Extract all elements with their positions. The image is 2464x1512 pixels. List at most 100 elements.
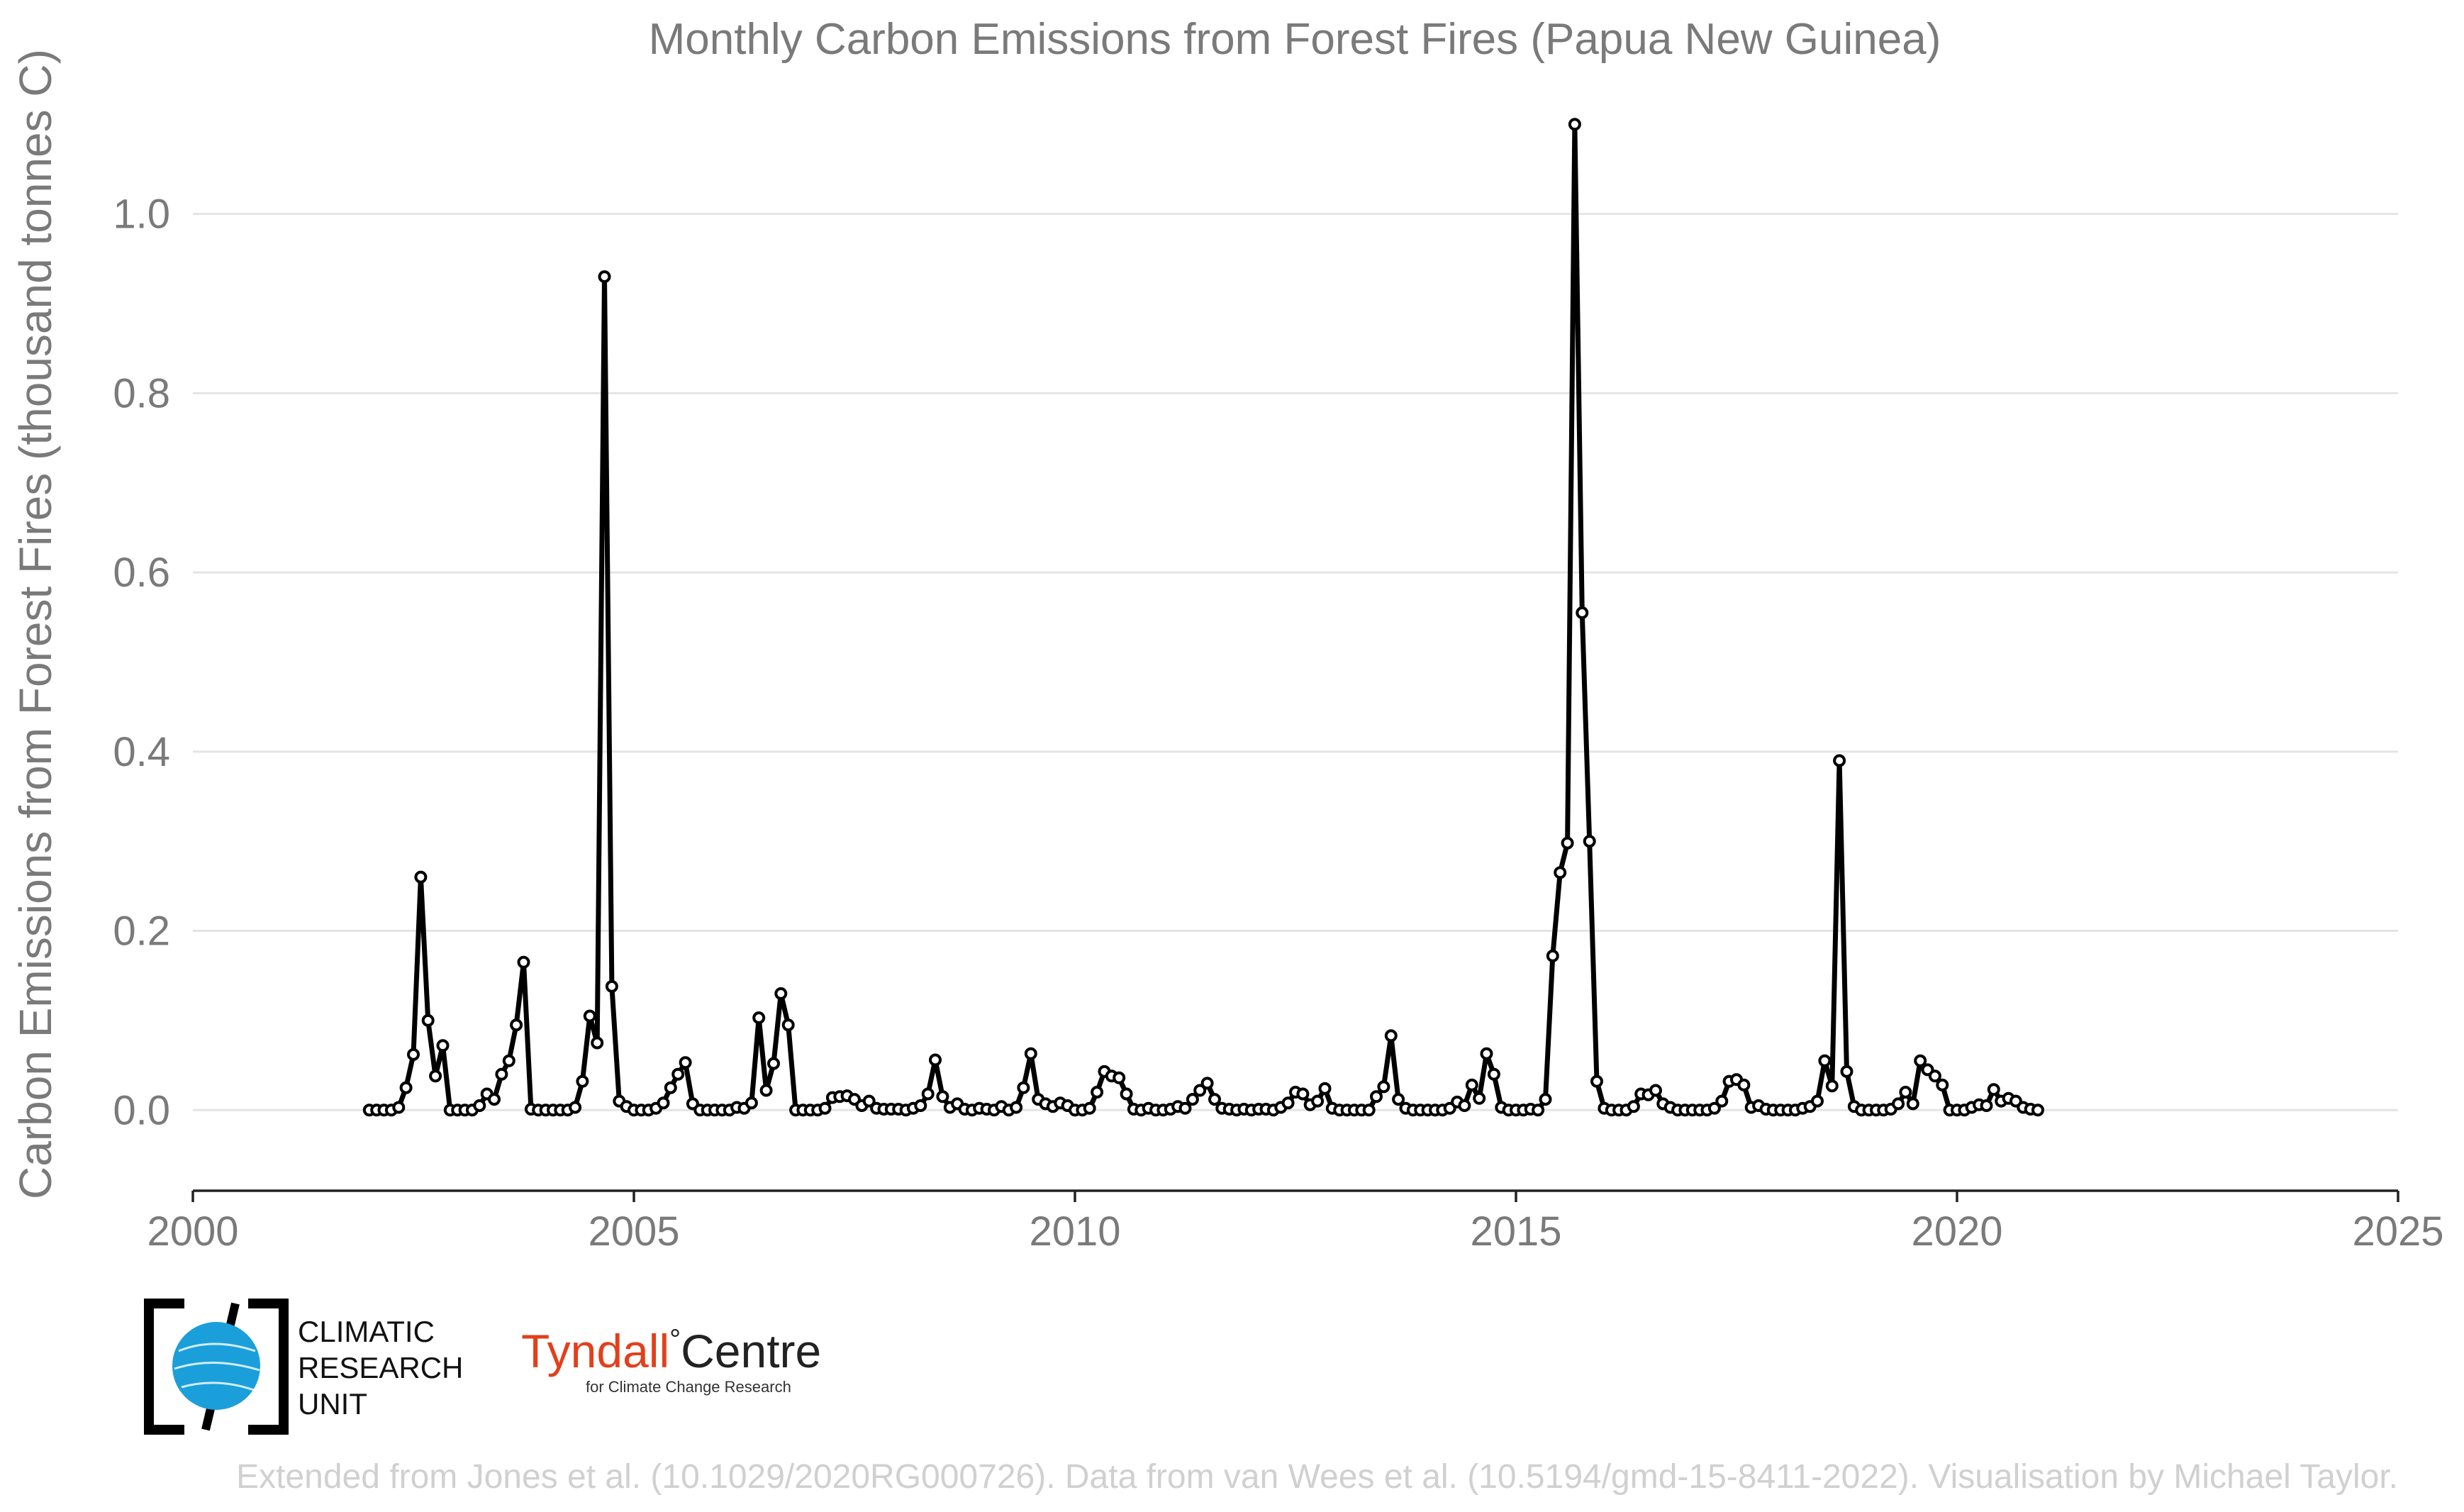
- data-point: [1487, 1067, 1500, 1081]
- data-point: [1554, 866, 1567, 879]
- y-tick-label: 0.4: [113, 729, 170, 775]
- y-tick-label: 0.6: [113, 550, 170, 596]
- data-point: [671, 1067, 685, 1081]
- data-point: [576, 1074, 589, 1088]
- data-point: [1178, 1101, 1192, 1115]
- data-point: [774, 987, 788, 1000]
- data-point: [1707, 1101, 1721, 1115]
- data-point: [1833, 754, 1846, 767]
- data-point: [862, 1094, 876, 1108]
- y-tick-label: 0.2: [113, 908, 170, 955]
- data-point: [1296, 1087, 1310, 1101]
- data-point: [759, 1084, 773, 1097]
- data-point: [1840, 1064, 1853, 1078]
- data-point: [752, 1011, 766, 1025]
- data-point: [1200, 1077, 1214, 1090]
- data-point: [1899, 1086, 1912, 1099]
- credit-text: Extended from Jones et al. (10.1029/2020…: [236, 1458, 2398, 1496]
- data-point: [1818, 1054, 1832, 1067]
- data-point: [1091, 1086, 1104, 1099]
- data-point: [473, 1099, 486, 1112]
- data-point: [1473, 1091, 1486, 1105]
- data-point: [1892, 1097, 1905, 1111]
- x-tick-label: 2015: [1470, 1208, 1561, 1255]
- data-point: [1281, 1096, 1295, 1110]
- tyndall-logo: Tyndall°Centre for Climate Change Resear…: [521, 1324, 821, 1396]
- data-point: [745, 1096, 758, 1110]
- y-tick-label: 0.8: [113, 370, 170, 416]
- cru-globe-lines-icon: [174, 1343, 260, 1391]
- data-point: [429, 1069, 442, 1083]
- data-point: [936, 1090, 949, 1104]
- data-point: [1083, 1101, 1096, 1115]
- cru-line2: RESEARCH: [298, 1351, 463, 1384]
- data-point: [1546, 949, 1559, 962]
- tyndall-degree: °: [669, 1324, 681, 1355]
- data-point: [407, 1047, 420, 1061]
- x-tick-label: 2005: [588, 1208, 679, 1255]
- data-point: [1568, 118, 1581, 131]
- data-point: [657, 1096, 670, 1110]
- cru-bracket-right-icon: [248, 1299, 289, 1435]
- x-tick-label: 2000: [147, 1208, 238, 1255]
- tyndall-main: Tyndall: [521, 1325, 669, 1377]
- data-point: [1480, 1047, 1493, 1060]
- x-ticks: 2000 2005 2010 2015 2020 2025: [147, 1191, 2444, 1255]
- data-point: [781, 1018, 795, 1032]
- data-point: [914, 1099, 927, 1112]
- tyndall-sub: for Climate Change Research: [586, 1378, 791, 1396]
- cru-line3: UNIT: [298, 1387, 367, 1421]
- data-point: [1539, 1093, 1552, 1106]
- data-point: [495, 1067, 508, 1081]
- data-point: [1627, 1100, 1640, 1113]
- data-point: [1936, 1078, 1949, 1091]
- data-point: [1392, 1093, 1405, 1106]
- data-point: [1906, 1097, 1919, 1111]
- data-point: [1208, 1093, 1221, 1106]
- data-points: [362, 118, 2044, 1117]
- data-point: [1010, 1101, 1023, 1114]
- y-tick-label: 0.0: [113, 1087, 170, 1133]
- data-point: [1193, 1084, 1207, 1097]
- data-point: [1532, 1104, 1545, 1117]
- chart-title: Monthly Carbon Emissions from Forest Fir…: [649, 15, 1941, 64]
- data-point: [1649, 1084, 1662, 1097]
- data-point: [1113, 1071, 1126, 1084]
- data-point: [421, 1013, 435, 1027]
- data-point: [569, 1101, 582, 1114]
- data-point: [1377, 1080, 1390, 1094]
- y-tick-labels: 0.0 0.2 0.4 0.6 0.8 1.0: [113, 191, 170, 1134]
- data-point: [502, 1054, 515, 1067]
- x-tick-label: 2020: [1911, 1208, 2002, 1255]
- data-point: [1987, 1083, 2000, 1096]
- data-point: [488, 1093, 501, 1106]
- data-point: [664, 1081, 677, 1094]
- data-point: [583, 1009, 596, 1023]
- data-point: [1590, 1074, 1603, 1088]
- cru-line1: CLIMATIC: [298, 1315, 435, 1348]
- tyndall-centre: Centre: [681, 1325, 821, 1377]
- x-tick-label: 2010: [1029, 1208, 1120, 1255]
- data-point: [1576, 606, 1589, 619]
- data-point: [921, 1087, 935, 1101]
- data-point: [1928, 1069, 1941, 1083]
- cru-logo: CLIMATIC RESEARCH UNIT: [144, 1299, 463, 1435]
- cru-globe-icon: [172, 1322, 260, 1410]
- data-point: [1980, 1099, 1993, 1112]
- series-line: [369, 121, 2039, 1113]
- data-point: [1465, 1078, 1478, 1091]
- data-point: [1811, 1094, 1824, 1108]
- data-point: [2031, 1104, 2044, 1117]
- data-point: [598, 270, 611, 284]
- data-point: [818, 1101, 832, 1115]
- data-point: [510, 1018, 523, 1032]
- data-point: [1715, 1094, 1729, 1108]
- data-point: [1318, 1082, 1332, 1095]
- data-point: [605, 979, 618, 993]
- data-point: [1458, 1099, 1471, 1112]
- data-point: [1561, 836, 1574, 850]
- data-point: [591, 1036, 604, 1050]
- data-point: [767, 1057, 780, 1070]
- data-point: [1186, 1093, 1199, 1106]
- data-point: [1024, 1047, 1037, 1060]
